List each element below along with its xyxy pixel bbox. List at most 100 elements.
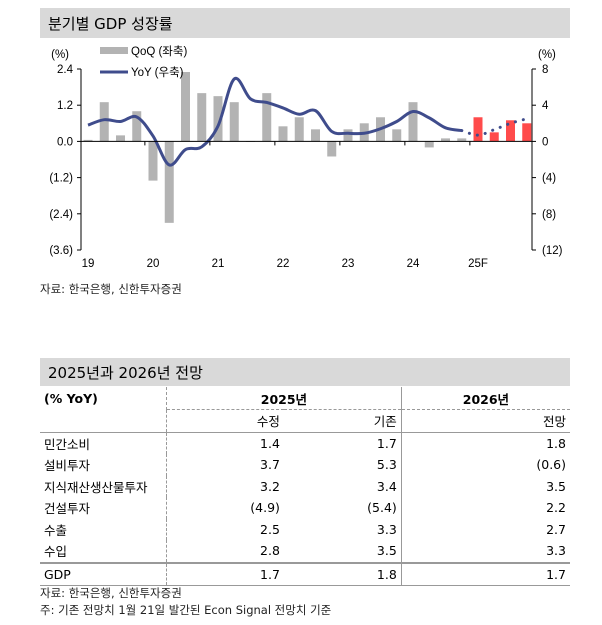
cell: 2.8 (260, 543, 280, 559)
cell: 3.5 (283, 540, 402, 563)
table-row: 지식재산생산물투자 3.2 3.4 3.5 (40, 475, 570, 497)
table-row: 수출 2.5 3.3 2.7 (40, 518, 570, 540)
line-yoy-forecast (460, 117, 529, 137)
table-row: 민간소비 1.4 1.7 1.8 (40, 432, 570, 454)
bar-qoq (83, 139, 93, 142)
cell: 3.4 (283, 475, 402, 497)
bar-qoq (424, 141, 434, 148)
bar-qoq (408, 102, 418, 142)
row-label: 지식재산생산물투자 (40, 475, 167, 497)
left-tick-label: 0.0 (57, 136, 73, 148)
legend-yoy: YoY (우축) (131, 66, 184, 79)
bar-qoq (148, 141, 158, 181)
bar-qoq (506, 120, 515, 142)
right-tick-label: (4) (542, 173, 556, 185)
cell: 1.8 (546, 435, 566, 451)
row-label: 수출 (40, 518, 167, 540)
cell: 1.7 (166, 561, 284, 586)
row-label: 건설투자 (40, 497, 167, 519)
bar-qoq (522, 123, 532, 142)
group-2026: 2026년 (401, 387, 570, 410)
col-revised: 수정 (166, 409, 284, 433)
chart-title: 분기별 GDP 성장률 (40, 8, 570, 38)
table-note: 주: 기존 전망치 1월 21일 발간된 Econ Signal 전망치 기준 (40, 603, 332, 617)
cell: (0.6) (536, 457, 566, 473)
legend-swatch-qoq (100, 47, 128, 54)
group-2025: 2025년 (166, 387, 402, 410)
x-tick-label: 21 (212, 258, 225, 270)
cell: 2.5 (260, 521, 280, 537)
cell: (5.4) (283, 497, 402, 519)
right-tick-label: (8) (542, 209, 556, 221)
forecast-table: (% YoY) 2025년 2026년 수정 기존 전망 민간소비 1.4 1.7 1… (40, 387, 570, 586)
bar-qoq (457, 138, 467, 142)
bar-qoq (99, 102, 109, 142)
bar-qoq (164, 141, 174, 223)
left-unit: (%) (51, 49, 69, 61)
bar-qoq (392, 129, 402, 142)
cell: 1.7 (401, 561, 570, 586)
right-unit: (%) (538, 49, 556, 61)
row-label: 수입 (40, 540, 167, 563)
gdp-growth-chart: 2.4 1.2 0.0 (1.2) (2.4) (3.6) 8 4 0 (4) (8) (12) (%)… (49, 45, 563, 270)
col-forecast: 전망 (401, 409, 570, 433)
bar-qoq (116, 135, 125, 142)
bar-qoq (311, 129, 320, 142)
bar-qoq (473, 117, 483, 142)
col-previous: 기존 (283, 409, 402, 433)
left-tick-label: (2.4) (49, 209, 73, 221)
cell: 1.7 (283, 432, 402, 454)
cell: 1.8 (283, 561, 402, 586)
row-label: 설비투자 (40, 454, 167, 476)
chart-source: 자료: 한국은행, 신한투자증권 (40, 282, 182, 296)
right-tick-label: 0 (542, 136, 548, 148)
bar-qoq (213, 96, 223, 142)
x-tick-label: 20 (147, 258, 160, 270)
bar-qoq (181, 72, 190, 142)
cell: 3.3 (546, 543, 566, 559)
unit-label: (% YoY) (40, 387, 167, 410)
right-tick-label: 8 (542, 64, 548, 76)
bar-qoq (278, 126, 288, 142)
table-title: 2025년과 2026년 전망 (40, 358, 570, 386)
bar-qoq (343, 129, 353, 142)
left-tick-label: 2.4 (57, 64, 74, 76)
cell: 5.3 (283, 454, 402, 476)
table-row: 수입 2.8 3.5 3.3 (40, 540, 570, 563)
right-tick-label: 4 (542, 100, 549, 112)
x-tick-label: 22 (277, 258, 290, 270)
x-tick-label: 19 (82, 258, 95, 270)
table-row: 건설투자 (4.9) (5.4) 2.2 (40, 497, 570, 519)
bar-qoq (262, 93, 272, 142)
legend: QoQ (좌축) YoY (우축) (100, 45, 187, 79)
cell: 3.3 (283, 518, 402, 540)
bar-qoq (327, 141, 337, 157)
bar-qoq (197, 93, 207, 142)
line-yoy (87, 76, 462, 167)
right-tick-label: (12) (542, 245, 563, 257)
bar-qoq (294, 117, 304, 142)
table-source: 자료: 한국은행, 신한투자증권 (40, 586, 182, 600)
left-tick-label: (1.2) (49, 173, 73, 185)
cell: 1.4 (260, 435, 280, 451)
left-tick-label: 1.2 (57, 100, 73, 112)
bar-qoq (132, 111, 142, 142)
bar-qoq (489, 132, 499, 142)
bar-qoq (441, 138, 450, 142)
x-tick-label: 24 (407, 258, 420, 270)
legend-qoq: QoQ (좌축) (131, 45, 187, 58)
row-label: 민간소비 (40, 432, 167, 454)
left-tick-label: (3.6) (49, 245, 73, 257)
cell: 2.2 (546, 500, 566, 516)
cell: 3.2 (260, 478, 280, 494)
cell: 3.5 (546, 478, 566, 494)
table-row: 설비투자 3.7 5.3 (0.6) (40, 454, 570, 476)
x-tick-label: 25F (468, 258, 488, 270)
cell: 2.7 (546, 521, 566, 537)
table-row-gdp: GDP 1.7 1.8 1.7 (40, 561, 570, 586)
cell: (4.9) (250, 500, 280, 516)
cell: 3.7 (260, 457, 280, 473)
bar-qoq (229, 102, 239, 142)
x-tick-label: 23 (342, 258, 355, 270)
row-label: GDP (40, 561, 167, 586)
